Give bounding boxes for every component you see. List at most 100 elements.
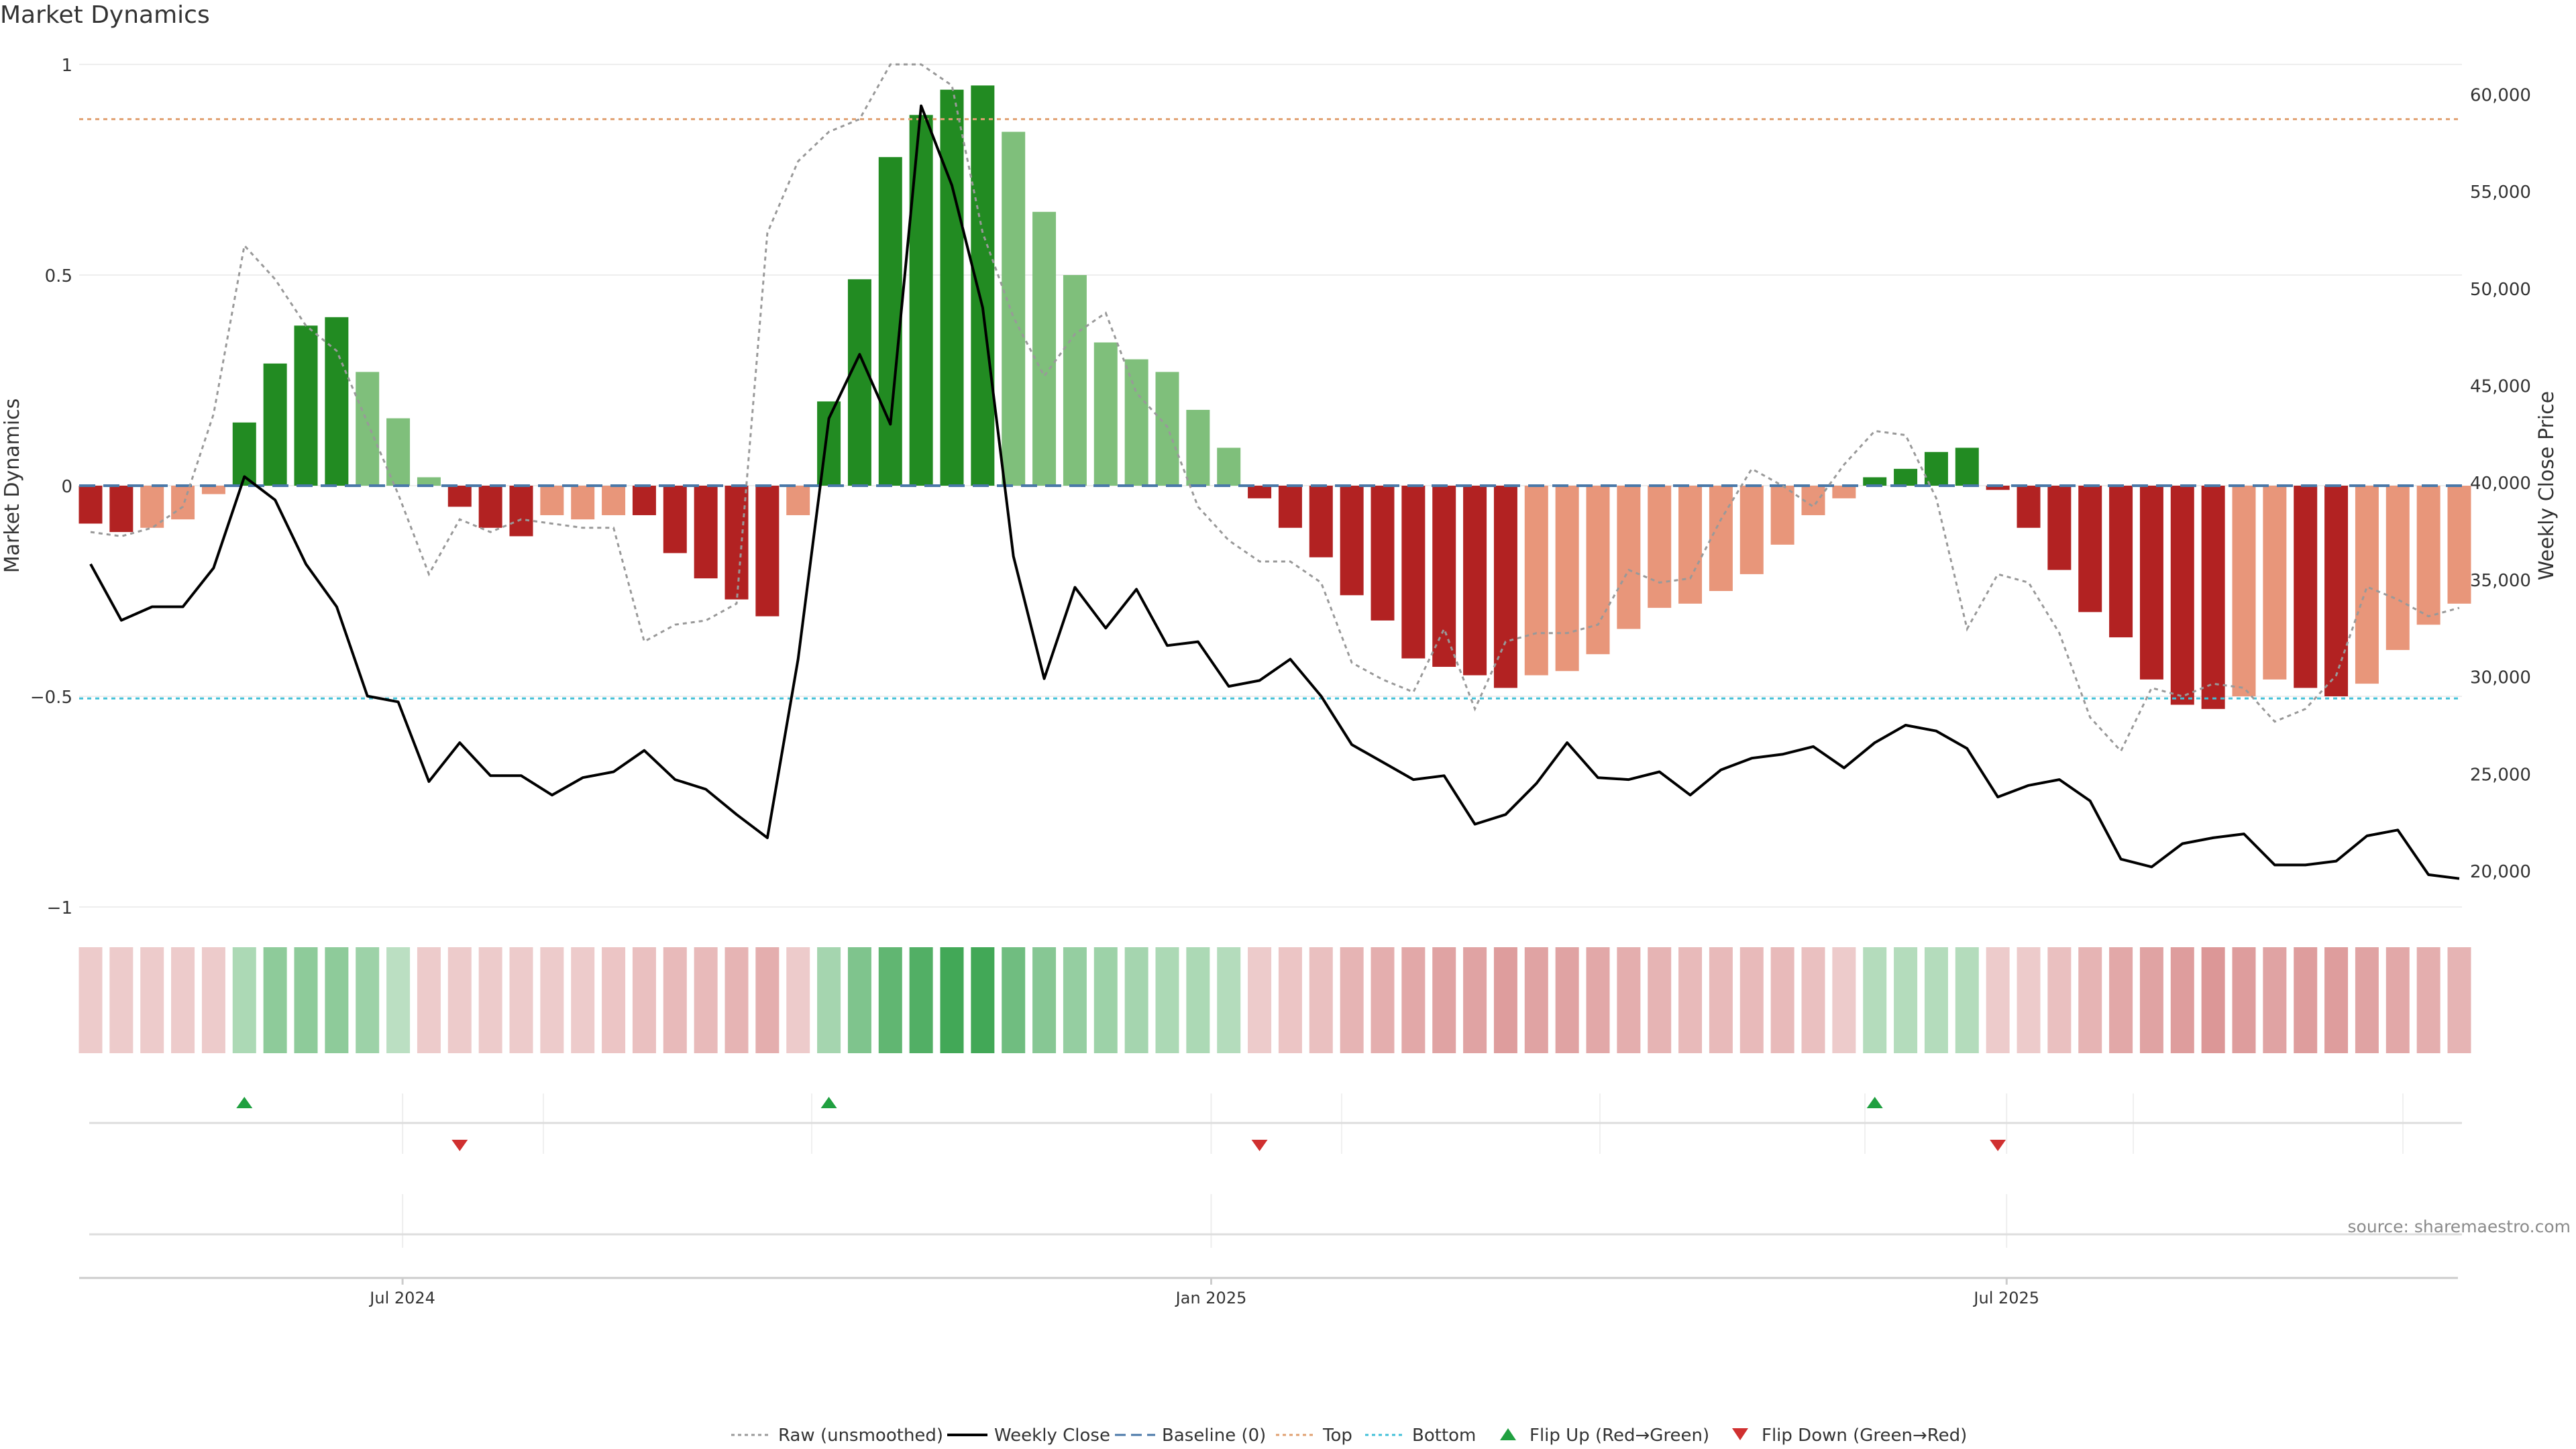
heat-cell <box>1186 947 1210 1053</box>
heat-cell <box>663 947 687 1053</box>
dynamics-bar <box>201 486 225 494</box>
dynamics-bar <box>755 486 780 616</box>
dynamics-bar <box>2109 486 2133 638</box>
heat-cell <box>2201 947 2225 1053</box>
dynamics-bar <box>847 279 871 486</box>
heat-cell <box>540 947 564 1053</box>
dynamics-bar <box>1463 486 1487 676</box>
heat-cell <box>1924 947 1948 1053</box>
heat-cell <box>2232 947 2256 1053</box>
heat-cell <box>755 947 780 1053</box>
dynamics-bar <box>509 486 533 537</box>
heat-cell <box>1063 947 1087 1053</box>
dynamics-bar <box>263 363 287 486</box>
left-tick-label: −0.5 <box>30 688 72 708</box>
dynamics-bar <box>786 486 810 515</box>
heat-cell <box>2078 947 2102 1053</box>
dynamics-bar <box>1709 486 1733 591</box>
dynamics-bar <box>1186 409 1210 486</box>
heat-cell <box>140 947 164 1053</box>
dynamics-bar <box>571 486 595 520</box>
left-tick-label: 1 <box>61 56 72 76</box>
heat-cell <box>171 947 195 1053</box>
dynamics-bar <box>1432 486 1456 667</box>
dynamics-bar <box>78 486 103 524</box>
dynamics-bar <box>2047 486 2072 570</box>
heat-cell <box>878 947 902 1053</box>
dynamics-bar <box>878 157 902 486</box>
heat-cell <box>1955 947 1979 1053</box>
heat-cell <box>2047 947 2072 1053</box>
dynamics-bar <box>1248 486 1272 498</box>
right-tick-label: 20,000 <box>2470 862 2531 882</box>
heat-cell <box>2416 947 2440 1053</box>
right-axis-title: Weekly Close Price <box>2535 391 2559 580</box>
page-title: Market Dynamics <box>0 1 210 29</box>
dynamics-bar <box>1002 131 1026 486</box>
heat-strip <box>78 947 2471 1053</box>
heat-cell <box>1217 947 1241 1053</box>
dynamics-bar <box>1401 486 1426 659</box>
heat-cell <box>1986 947 2010 1053</box>
heat-cell <box>294 947 318 1053</box>
heat-cell <box>847 947 871 1053</box>
x-tick-label: Jul 2024 <box>368 1289 435 1307</box>
heat-cell <box>1155 947 1179 1053</box>
heat-cell <box>2170 947 2194 1053</box>
dynamics-bar <box>663 486 687 553</box>
legend-label: Baseline (0) <box>1162 1426 1266 1446</box>
dynamics-bar <box>2447 486 2471 604</box>
flip-up-marker <box>820 1097 837 1108</box>
source-note: source: sharemaestro.com <box>2347 1217 2571 1236</box>
dynamics-bar <box>2385 486 2410 650</box>
dynamics-bar <box>325 317 349 486</box>
heat-cell <box>386 947 411 1053</box>
flip-up-marker <box>1866 1097 1883 1108</box>
heat-cell <box>971 947 995 1053</box>
dynamics-bar <box>1093 342 1118 486</box>
heat-cell <box>1032 947 1057 1053</box>
empty-panel <box>89 1194 2462 1248</box>
raw-line <box>90 63 2460 753</box>
dynamics-bar <box>1371 486 1395 621</box>
dynamics-bar <box>1678 486 1703 604</box>
heat-cell <box>1678 947 1703 1053</box>
heat-cell <box>1371 947 1395 1053</box>
heat-cell <box>1739 947 1764 1053</box>
dynamics-bar <box>1124 359 1148 486</box>
dynamics-bar <box>2170 486 2194 705</box>
heat-cell <box>632 947 656 1053</box>
dynamics-bar <box>1863 477 1887 486</box>
heat-cell <box>1093 947 1118 1053</box>
dynamics-bar <box>2416 486 2440 625</box>
heat-cell <box>509 947 533 1053</box>
heat-cell <box>2139 947 2163 1053</box>
dynamics-bar <box>2324 486 2349 696</box>
dynamics-bar <box>417 477 441 486</box>
heat-cell <box>1309 947 1333 1053</box>
dynamics-bar <box>632 486 656 515</box>
dynamics-bar <box>1770 486 1794 545</box>
heat-cell <box>1894 947 1918 1053</box>
heat-cell <box>2263 947 2287 1053</box>
heat-cell <box>817 947 841 1053</box>
dynamics-bar <box>1924 451 1948 486</box>
heat-cell <box>417 947 441 1053</box>
heat-cell <box>1648 947 1672 1053</box>
legend-item: Flip Up (Red→Green) <box>1500 1426 1709 1446</box>
heat-cell <box>109 947 133 1053</box>
dynamics-bar <box>1586 486 1610 655</box>
right-tick-label: 25,000 <box>2470 765 2531 785</box>
heat-cell <box>1801 947 1825 1053</box>
heat-cell <box>1555 947 1579 1053</box>
dynamics-bar <box>1739 486 1764 574</box>
heat-cell <box>1709 947 1733 1053</box>
legend-swatch <box>1500 1428 1516 1440</box>
dynamics-bar <box>1340 486 1364 596</box>
dynamics-bar <box>1986 486 2010 490</box>
flip-down-marker <box>1251 1140 1268 1151</box>
heat-cell <box>1463 947 1487 1053</box>
dynamics-bar <box>140 486 164 528</box>
legend-item: Weekly Close <box>947 1426 1110 1446</box>
right-tick-label: 60,000 <box>2470 85 2531 105</box>
